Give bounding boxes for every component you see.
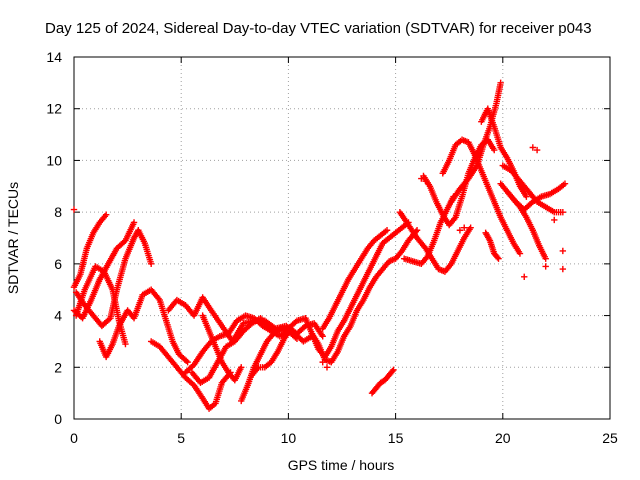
x-axis-label: GPS time / hours xyxy=(288,457,395,473)
data-point xyxy=(542,255,549,262)
data-point xyxy=(516,250,524,257)
data-point xyxy=(319,333,326,340)
y-tick-label: 8 xyxy=(54,204,62,220)
data-point xyxy=(70,206,78,213)
data-point xyxy=(523,193,530,200)
x-tick-label: 0 xyxy=(70,430,78,446)
x-tick-label: 5 xyxy=(177,430,185,446)
data-point xyxy=(495,255,502,262)
y-tick-label: 12 xyxy=(46,101,62,117)
data-point xyxy=(467,224,474,231)
y-tick-label: 0 xyxy=(54,411,62,427)
data-point xyxy=(390,366,397,374)
data-point xyxy=(105,316,113,323)
data-point xyxy=(494,254,501,261)
data-point xyxy=(559,208,567,216)
data-point xyxy=(130,219,138,226)
data-point xyxy=(559,247,567,255)
data-point xyxy=(561,180,569,187)
chart-title: Day 125 of 2024, Sidereal Day-to-day VTE… xyxy=(45,20,592,37)
x-tick-label: 25 xyxy=(602,430,618,446)
data-point xyxy=(497,79,504,87)
data-point xyxy=(147,260,155,268)
data-point xyxy=(183,357,190,365)
x-tick-label: 10 xyxy=(281,430,297,446)
data-point xyxy=(542,263,549,270)
data-point xyxy=(238,364,245,371)
data-point xyxy=(389,367,396,375)
y-tick-label: 14 xyxy=(46,49,62,65)
x-tick-label: 15 xyxy=(388,430,404,446)
x-tick-label: 20 xyxy=(495,430,511,446)
data-point xyxy=(418,175,425,182)
data-point xyxy=(319,358,326,366)
data-point xyxy=(422,177,429,185)
data-point xyxy=(122,340,129,348)
data-point xyxy=(456,227,464,234)
axis-ticks: 0 5 10 15 20 25 0 2 4 6 8 10 12 14 xyxy=(46,49,618,446)
data-point xyxy=(529,144,537,151)
plot-frame xyxy=(73,56,611,420)
data-points xyxy=(70,79,569,412)
data-point xyxy=(184,358,191,366)
data-point xyxy=(533,146,541,154)
data-point xyxy=(102,211,110,218)
y-tick-label: 4 xyxy=(54,308,62,324)
data-point xyxy=(491,146,498,154)
data-point xyxy=(323,364,331,371)
data-point xyxy=(551,216,558,224)
data-point xyxy=(383,227,391,234)
y-axis-label: SDTVAR / TECUs xyxy=(5,182,21,294)
grid xyxy=(74,57,610,419)
data-point xyxy=(521,273,528,280)
data-point xyxy=(461,224,468,231)
y-tick-label: 2 xyxy=(54,359,62,375)
data-point xyxy=(559,265,567,273)
data-point xyxy=(413,227,421,234)
y-tick-label: 10 xyxy=(46,152,62,168)
y-tick-label: 6 xyxy=(54,256,62,272)
